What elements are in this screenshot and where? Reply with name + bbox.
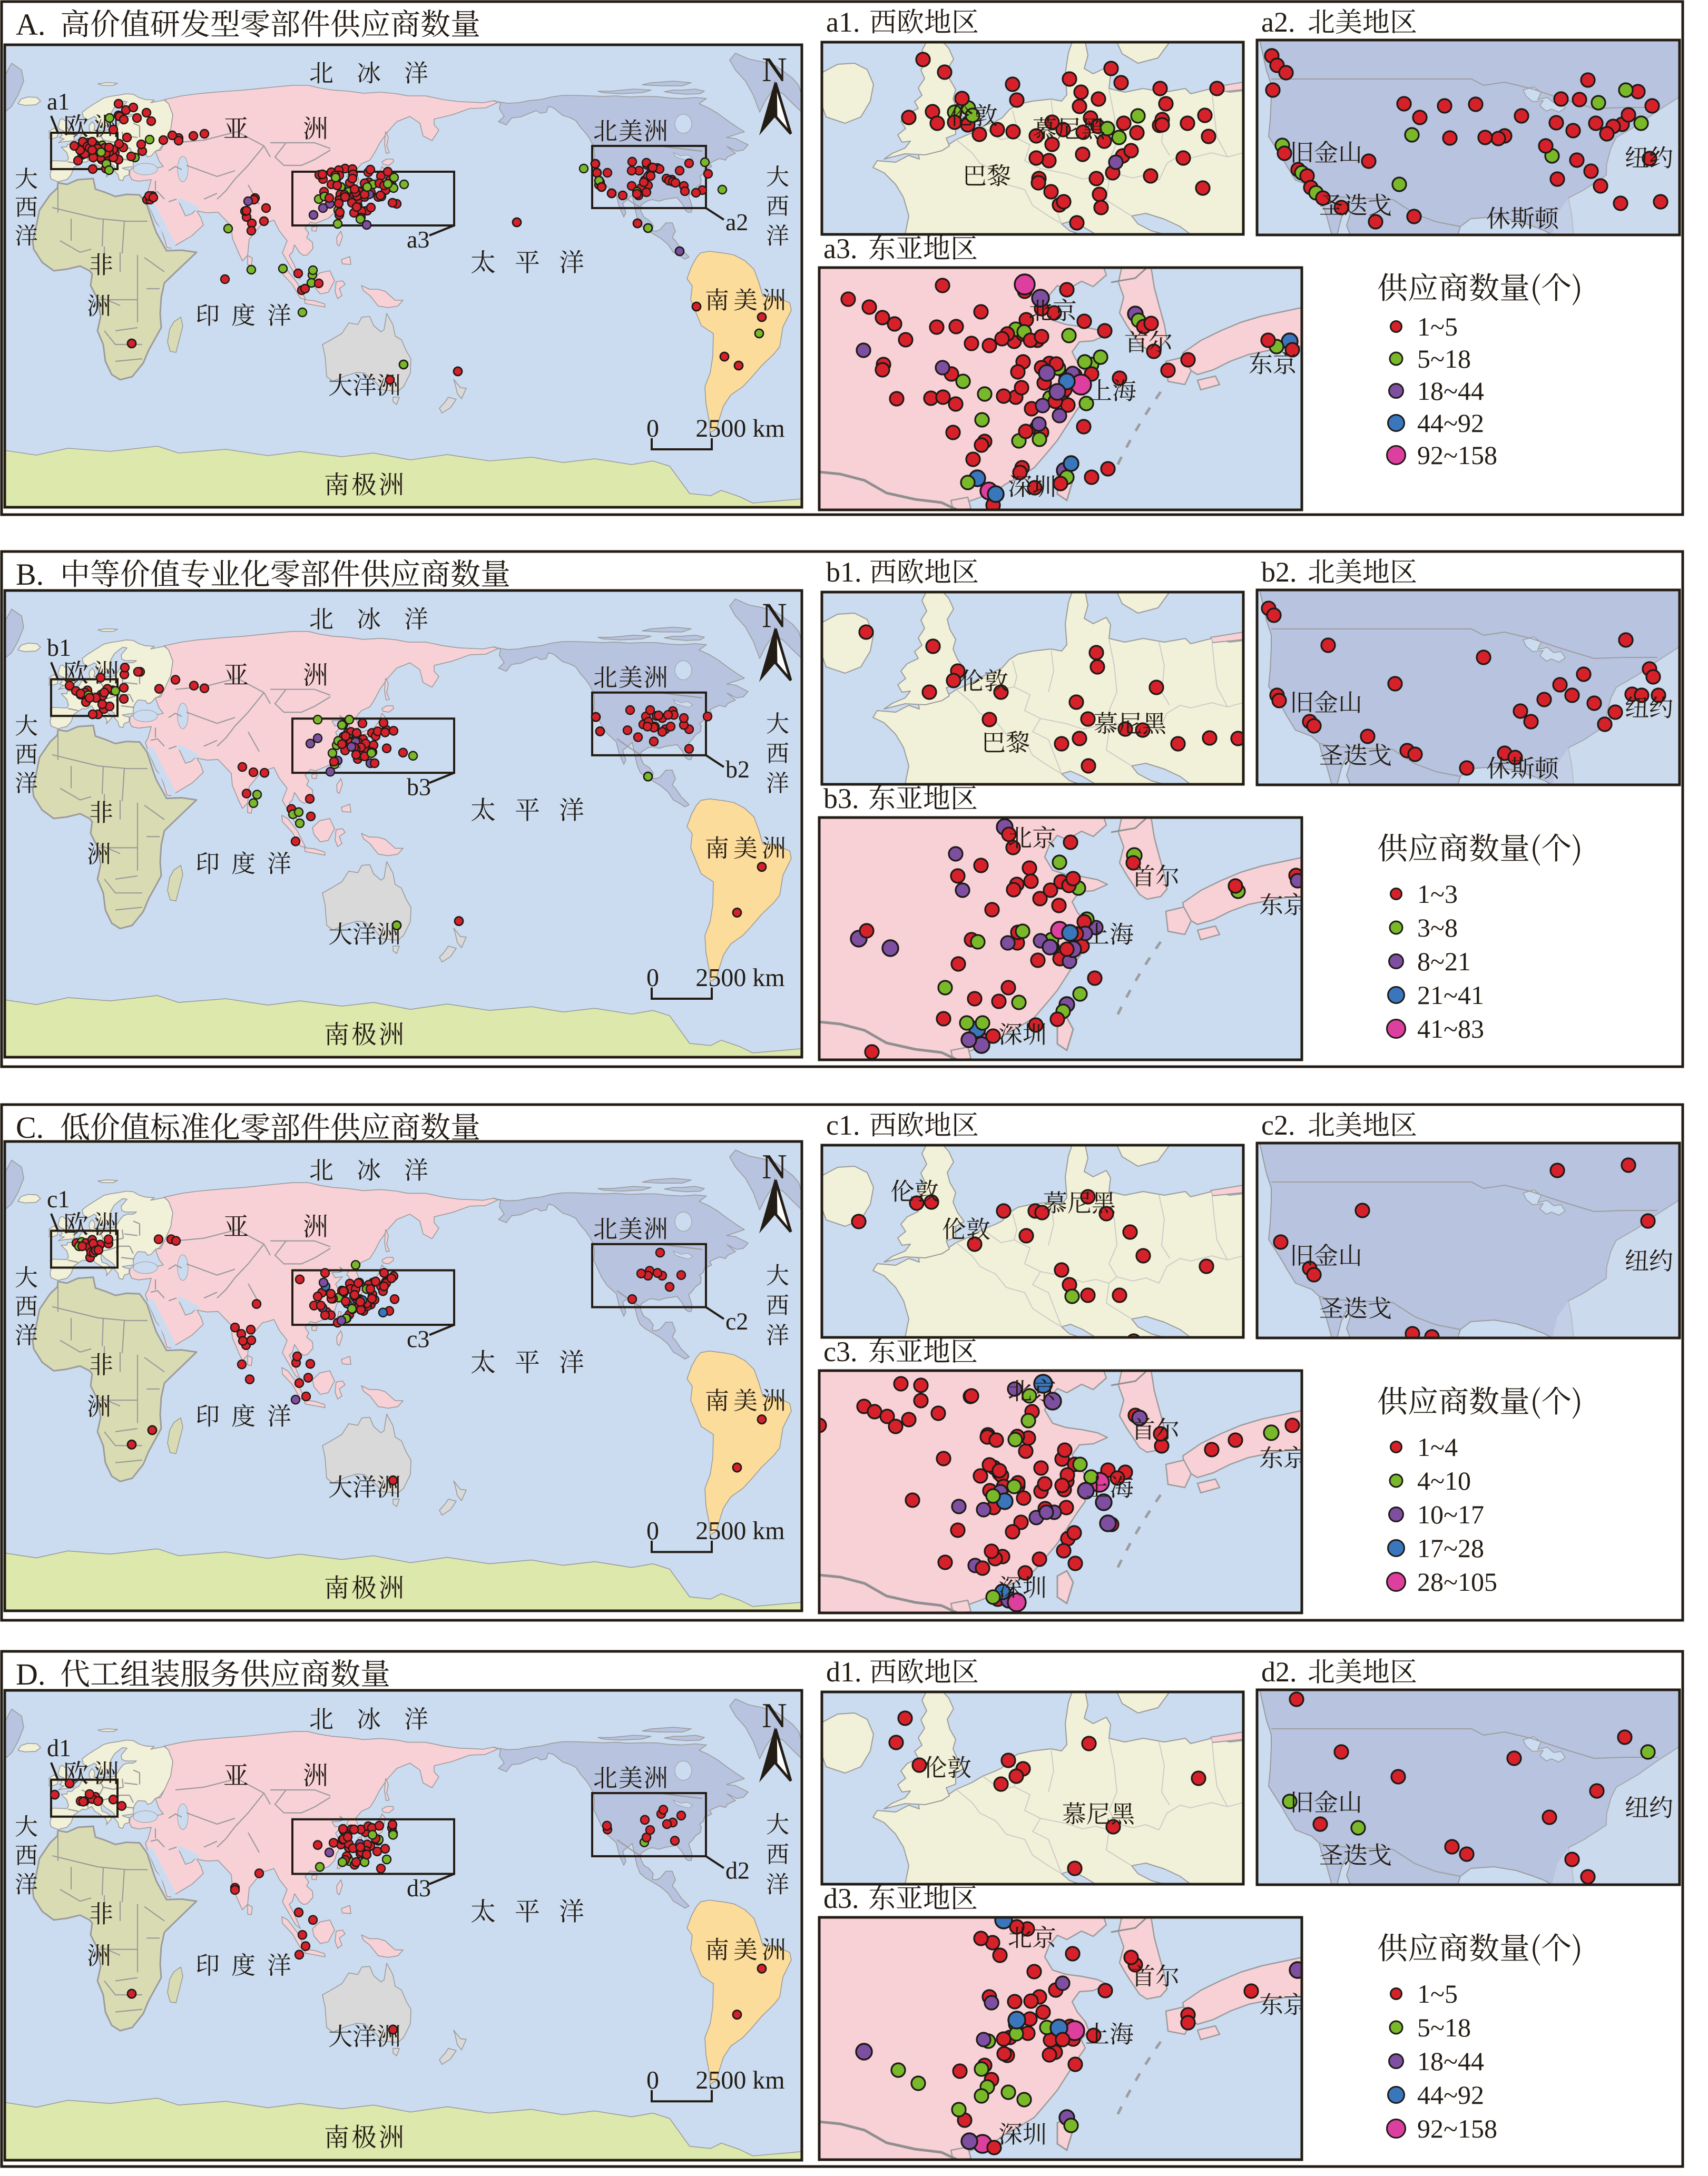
svg-text:8~21: 8~21 bbox=[1417, 947, 1471, 976]
svg-text:1~5: 1~5 bbox=[1417, 312, 1458, 341]
svg-text:b1: b1 bbox=[47, 634, 71, 661]
svg-text:0: 0 bbox=[646, 415, 659, 442]
svg-text:b1.: b1. bbox=[826, 556, 862, 588]
svg-text:a2.: a2. bbox=[1261, 6, 1295, 38]
svg-text:c3: c3 bbox=[407, 1326, 429, 1353]
svg-text:3~8: 3~8 bbox=[1417, 913, 1458, 942]
svg-text:18~44: 18~44 bbox=[1417, 376, 1484, 406]
svg-text:44~92: 44~92 bbox=[1417, 2080, 1484, 2110]
svg-text:a1.: a1. bbox=[826, 6, 860, 38]
svg-text:1~3: 1~3 bbox=[1417, 879, 1458, 909]
svg-text:28~105: 28~105 bbox=[1417, 1567, 1497, 1597]
svg-text:0: 0 bbox=[646, 2066, 659, 2094]
svg-text:2500 km: 2500 km bbox=[695, 415, 784, 442]
svg-text:4~10: 4~10 bbox=[1417, 1466, 1471, 1495]
svg-text:c2.: c2. bbox=[1261, 1109, 1295, 1141]
svg-text:2500 km: 2500 km bbox=[695, 964, 784, 992]
svg-text:a3: a3 bbox=[407, 226, 429, 253]
svg-text:5~18: 5~18 bbox=[1417, 344, 1471, 373]
svg-text:d3: d3 bbox=[407, 1875, 431, 1902]
svg-text:2500 km: 2500 km bbox=[695, 2066, 784, 2094]
svg-text:44~92: 44~92 bbox=[1417, 408, 1484, 438]
svg-text:17~28: 17~28 bbox=[1417, 1533, 1484, 1563]
svg-text:b2.: b2. bbox=[1261, 556, 1297, 588]
svg-text:b2: b2 bbox=[725, 756, 750, 783]
svg-text:d1: d1 bbox=[47, 1735, 71, 1762]
svg-text:2500 km: 2500 km bbox=[695, 1517, 784, 1545]
svg-text:b3: b3 bbox=[407, 773, 431, 800]
svg-text:b3.: b3. bbox=[823, 783, 859, 814]
svg-text:d2.: d2. bbox=[1261, 1656, 1297, 1688]
svg-text:92~158: 92~158 bbox=[1417, 440, 1497, 470]
svg-text:18~44: 18~44 bbox=[1417, 2046, 1484, 2076]
svg-text:0: 0 bbox=[646, 964, 659, 992]
svg-text:41~83: 41~83 bbox=[1417, 1014, 1484, 1043]
svg-text:5~18: 5~18 bbox=[1417, 2013, 1471, 2042]
svg-text:d1.: d1. bbox=[826, 1656, 862, 1688]
svg-text:A.: A. bbox=[16, 7, 45, 42]
svg-text:10~17: 10~17 bbox=[1417, 1500, 1484, 1529]
svg-text:c1: c1 bbox=[47, 1186, 70, 1213]
svg-text:d3.: d3. bbox=[823, 1883, 859, 1914]
svg-text:1~5: 1~5 bbox=[1417, 1979, 1458, 2008]
svg-text:B.: B. bbox=[16, 557, 44, 592]
svg-text:a3.: a3. bbox=[823, 233, 857, 264]
svg-text:a2: a2 bbox=[725, 209, 748, 235]
svg-text:0: 0 bbox=[646, 1517, 659, 1545]
svg-text:c2: c2 bbox=[725, 1308, 748, 1335]
svg-text:a1: a1 bbox=[47, 88, 70, 115]
svg-text:92~158: 92~158 bbox=[1417, 2114, 1497, 2143]
svg-text:D.: D. bbox=[16, 1657, 45, 1691]
svg-text:21~41: 21~41 bbox=[1417, 980, 1484, 1010]
svg-text:1~4: 1~4 bbox=[1417, 1432, 1458, 1462]
svg-text:c3.: c3. bbox=[823, 1336, 857, 1367]
svg-text:c1.: c1. bbox=[826, 1109, 860, 1141]
svg-text:d2: d2 bbox=[725, 1857, 750, 1884]
svg-text:C.: C. bbox=[16, 1110, 44, 1145]
